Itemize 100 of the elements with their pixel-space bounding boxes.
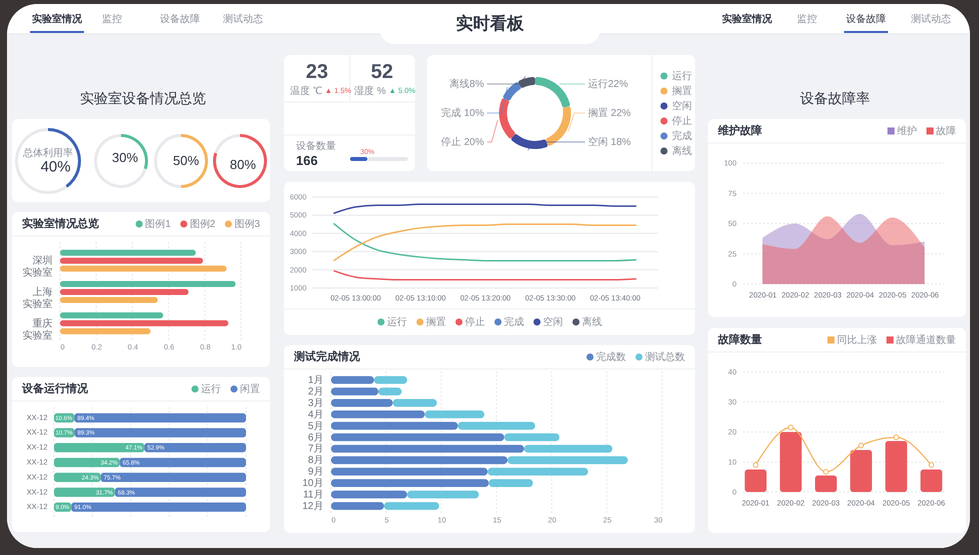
y-tick-label: 8月 [308, 455, 324, 466]
point [858, 442, 864, 448]
bar [331, 410, 425, 418]
legend-label: 运行 [201, 383, 221, 395]
bar [331, 490, 408, 498]
legend-label: 运行 [387, 316, 407, 328]
bar [331, 422, 458, 430]
text: 设备故障率 [800, 90, 870, 106]
bar [74, 428, 246, 438]
text: 监控 [102, 13, 122, 25]
bar [60, 266, 227, 272]
donut-slice [535, 77, 570, 108]
bar [331, 399, 393, 407]
donut-slice [94, 134, 147, 188]
legend-label: 图例3 [234, 219, 260, 230]
line-series [332, 204, 638, 214]
line-series [332, 270, 638, 281]
legend-label: 完成 [672, 130, 692, 142]
legend-label: 图例1 [145, 219, 172, 230]
text: 温度 ℃ [290, 85, 322, 97]
y-tick-label: 3月 [308, 398, 324, 409]
data-label: 搁置 22% [588, 107, 631, 119]
bar [920, 470, 942, 492]
legend-label: 离线 [672, 145, 692, 157]
donut-slice [499, 98, 516, 138]
bar [508, 456, 628, 464]
legend-label: 同比上涨 [837, 334, 877, 346]
bar [458, 422, 536, 430]
bar [331, 376, 374, 384]
bar [331, 433, 504, 442]
data-label: 停止 20% [441, 136, 484, 148]
chart-title: 维护故障 [717, 124, 762, 137]
bar [331, 502, 384, 510]
legend-label: 停止 [465, 316, 485, 328]
legend-label: 空闲 [543, 316, 563, 328]
bar [331, 468, 488, 476]
bar [54, 488, 115, 497]
text: 测试动态 [911, 13, 951, 25]
bar [74, 413, 246, 422]
legend-label: 离线 [582, 316, 602, 328]
text: 实验室情况 [32, 13, 83, 25]
bar [407, 490, 479, 498]
text: 23 [306, 61, 328, 83]
bar [384, 502, 440, 510]
point [788, 424, 794, 430]
y-tick-label: 12月 [302, 500, 324, 512]
bar [504, 433, 560, 442]
legend-label: 故障通道数量 [896, 334, 956, 346]
point [893, 434, 900, 440]
point [752, 462, 758, 468]
legend-label: 维护 [897, 125, 917, 137]
y-tick-label: 4月 [308, 409, 324, 420]
y-tick-label: 7月 [308, 444, 324, 455]
text: 湿度 % [354, 85, 386, 97]
legend-label: 空闲 [672, 100, 692, 112]
bar [54, 443, 144, 452]
text: 实验室设备情况总览 [80, 90, 206, 106]
legend-label: 测试总数 [645, 351, 685, 363]
bar [114, 488, 246, 497]
y-tick-label: 11月 [303, 490, 324, 501]
legend-label: 闲置 [240, 383, 260, 395]
text: 实时看板 [456, 14, 525, 33]
bar [488, 468, 588, 476]
legend-label: 搁置 [426, 316, 446, 328]
y-tick-label: 1月 [308, 375, 324, 386]
bar [331, 444, 524, 453]
legend-label: 搁置 [672, 85, 692, 97]
bar [120, 458, 246, 468]
bar [744, 470, 767, 492]
data-label: 80% [230, 157, 256, 172]
data-label: 40% [40, 158, 71, 176]
bar [885, 441, 908, 492]
bar [331, 388, 378, 396]
bar [60, 296, 158, 303]
legend-label: 完成数 [596, 351, 626, 363]
bar [60, 258, 203, 264]
bar [71, 502, 246, 512]
chart-title: 设备运行情况 [21, 382, 89, 395]
text: 设备故障 [160, 13, 200, 25]
chart-title: 故障数量 [717, 333, 762, 346]
bar [488, 479, 533, 487]
point [823, 469, 829, 475]
text: 监控 [797, 13, 817, 25]
bar [60, 250, 196, 256]
legend-label: 运行 [672, 70, 692, 82]
text: 实验室情况 [722, 13, 773, 25]
text: 设备故障 [846, 13, 886, 25]
bar [331, 479, 489, 487]
point [928, 462, 934, 468]
y-tick-label: 6月 [308, 432, 324, 444]
text: 设备数量 [296, 140, 336, 152]
y-tick-label: 上海实验室 [22, 286, 52, 310]
bar [54, 458, 120, 468]
legend-label: 完成 [504, 316, 524, 328]
bar [424, 410, 484, 418]
text: 测试动态 [223, 13, 263, 25]
y-tick-label: 2月 [308, 386, 324, 398]
y-tick-label: 10月 [302, 478, 324, 490]
bar [392, 399, 437, 407]
chart-title: 实验室情况总览 [22, 217, 99, 230]
